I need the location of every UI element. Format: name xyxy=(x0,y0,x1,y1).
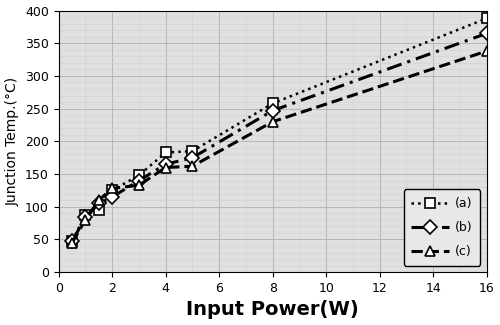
(a) xyxy=(69,239,75,243)
(b) xyxy=(109,195,115,199)
(c) xyxy=(162,165,168,169)
(a) xyxy=(82,213,88,216)
(a) xyxy=(109,188,115,192)
(b) xyxy=(162,162,168,166)
(b) xyxy=(270,109,276,112)
Legend: (a), (b), (c): (a), (b), (c) xyxy=(404,189,480,266)
Line: (b): (b) xyxy=(67,29,492,246)
(b) xyxy=(69,240,75,243)
(c) xyxy=(109,187,115,190)
(b) xyxy=(190,156,196,160)
(b) xyxy=(96,202,102,205)
(c) xyxy=(96,198,102,202)
(a) xyxy=(96,208,102,212)
Line: (c): (c) xyxy=(67,46,492,248)
(a) xyxy=(162,150,168,154)
(a) xyxy=(484,17,490,20)
Line: (a): (a) xyxy=(67,14,492,246)
(a) xyxy=(136,174,142,177)
Y-axis label: Junction Temp.(°C): Junction Temp.(°C) xyxy=(6,77,20,206)
(c) xyxy=(69,241,75,245)
(c) xyxy=(190,164,196,168)
(b) xyxy=(484,32,490,35)
(b) xyxy=(82,215,88,219)
(c) xyxy=(484,49,490,53)
(a) xyxy=(270,101,276,105)
(b) xyxy=(136,179,142,183)
X-axis label: Input Power(W): Input Power(W) xyxy=(186,300,359,319)
(c) xyxy=(82,218,88,222)
(a) xyxy=(190,149,196,153)
(c) xyxy=(136,183,142,187)
(c) xyxy=(270,120,276,124)
